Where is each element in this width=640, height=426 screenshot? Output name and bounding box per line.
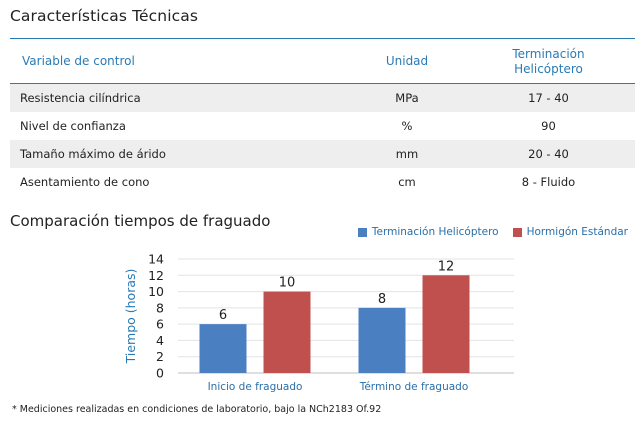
legend-swatch-helicoptero: [357, 227, 367, 237]
y-tick-label: 12: [148, 268, 164, 283]
row-value: 90: [541, 119, 556, 133]
chart-legend: Terminación Helicóptero Hormigón Estánda…: [344, 226, 628, 238]
bar-data-label: 12: [438, 259, 455, 274]
row-variable: Tamaño máximo de árido: [10, 140, 352, 168]
table-row: Tamaño máximo de árido mm 20 - 40: [10, 140, 635, 168]
y-tick-label: 14: [148, 252, 164, 267]
legend-label-helicoptero: Terminación Helicóptero: [371, 226, 499, 238]
row-unit: mm: [352, 140, 462, 168]
x-category-label: Término de fraguado: [359, 381, 469, 393]
table-row: Resistencia cilíndrica MPa 17 - 40: [10, 83, 635, 112]
row-unit: cm: [398, 175, 416, 189]
legend-item: Terminación Helicóptero: [357, 226, 499, 238]
row-unit: %: [401, 119, 413, 133]
row-value: 17 - 40: [462, 83, 635, 112]
bar: [263, 291, 311, 373]
header-value-line2: Helicóptero: [514, 62, 583, 76]
bar-data-label: 10: [279, 276, 296, 291]
y-tick-label: 4: [156, 333, 164, 348]
y-tick-label: 8: [156, 300, 164, 315]
footnote: * Mediciones realizadas en condiciones d…: [12, 404, 382, 415]
header-value-line1: Terminación: [512, 47, 585, 61]
row-variable: Asentamiento de cono: [20, 175, 150, 189]
header-value: Terminación Helicóptero: [462, 38, 635, 84]
row-unit: MPa: [352, 83, 462, 112]
page-title: Características Técnicas: [10, 7, 199, 25]
header-unit: Unidad: [352, 38, 462, 84]
table-row: Asentamiento de cono cm 8 - Fluido: [10, 168, 635, 196]
legend-label-estandar: Hormigón Estándar: [526, 226, 628, 238]
bar: [358, 307, 406, 373]
y-tick-label: 6: [156, 317, 164, 332]
specs-table: Variable de control Unidad Terminación H…: [10, 38, 635, 196]
legend-item: Hormigón Estándar: [512, 226, 628, 238]
legend-swatch-estandar: [512, 227, 522, 237]
table-row: Nivel de confianza % 90: [10, 112, 635, 140]
specs-header-row: Variable de control Unidad Terminación H…: [10, 38, 635, 84]
header-variable: Variable de control: [10, 38, 352, 84]
x-category-label: Inicio de fraguado: [208, 381, 303, 393]
bar-data-label: 8: [378, 292, 386, 307]
row-value: 20 - 40: [462, 140, 635, 168]
bar-data-label: 6: [219, 308, 227, 323]
bar: [199, 324, 247, 373]
row-variable: Nivel de confianza: [20, 119, 126, 133]
bar: [422, 275, 470, 373]
row-variable: Resistencia cilíndrica: [10, 83, 352, 112]
y-tick-label: 2: [156, 349, 164, 364]
row-value: 8 - Fluido: [521, 175, 576, 189]
y-tick-label: 0: [156, 366, 164, 381]
chart-title: Comparación tiempos de fraguado: [10, 212, 271, 230]
y-tick-label: 10: [148, 284, 164, 299]
y-axis-label: Tiempo (horas): [123, 269, 138, 365]
